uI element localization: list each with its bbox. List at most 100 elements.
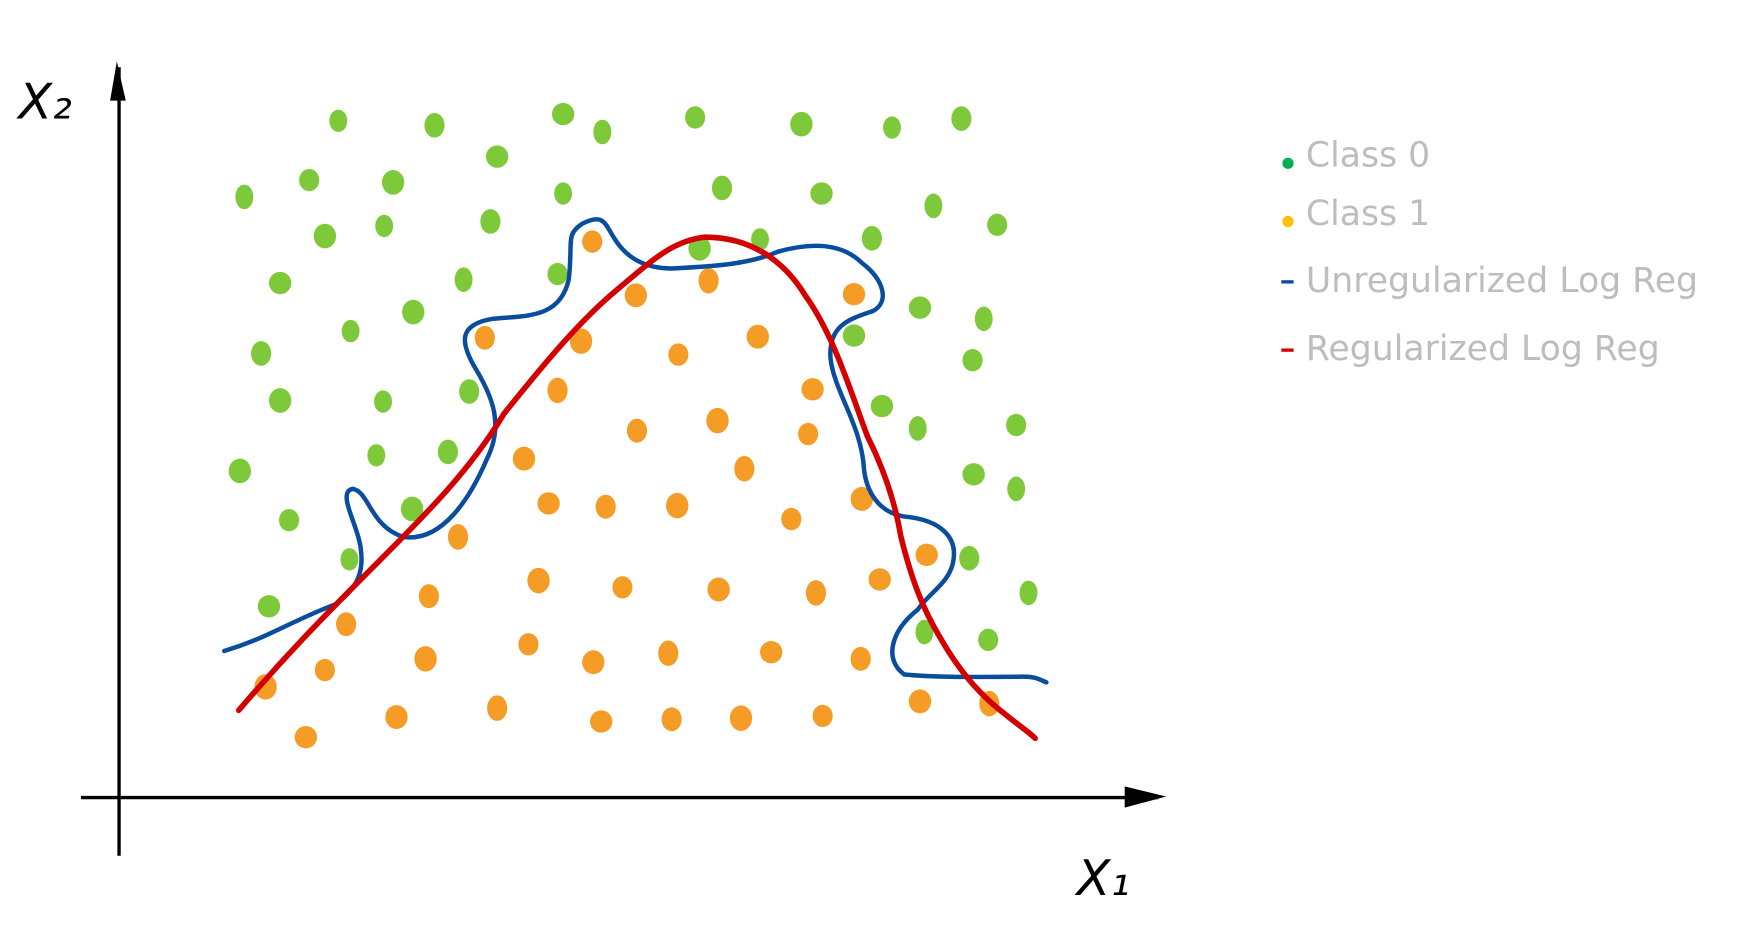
class-1-point: [518, 633, 539, 656]
legend: Class 0 Class 1 Unregularized Log Reg Regul…: [1281, 136, 1698, 369]
regularized-boundary: [235, 234, 1038, 742]
class-1-point: [487, 695, 508, 721]
class-0-point: [459, 379, 480, 404]
class-1-point: [589, 710, 613, 733]
class-1-point: [781, 507, 802, 531]
class-0-point: [235, 184, 254, 210]
class-0-point: [978, 628, 999, 652]
unregularized-boundary: [221, 217, 1049, 685]
class-0-point: [951, 106, 972, 131]
class-0-point: [257, 595, 281, 618]
class-0-point: [340, 548, 359, 571]
class-0-point: [228, 458, 252, 484]
legend-marker: [1282, 215, 1294, 228]
class-0-point: [842, 324, 866, 347]
class-1-point: [447, 524, 469, 550]
x-axis-label: X₁: [1074, 849, 1130, 907]
class-1-point: [418, 584, 439, 609]
class-0-point: [299, 168, 320, 192]
class-0-point: [688, 236, 711, 261]
class-0-point: [341, 319, 360, 343]
y-axis-label: X₂: [15, 73, 71, 131]
class-1-point: [547, 377, 568, 404]
class-0-point: [480, 209, 501, 234]
legend-label: Regularized Log Reg: [1306, 329, 1660, 369]
class-1-point: [626, 418, 648, 443]
class-0-point: [547, 262, 568, 286]
class-0-point: [861, 225, 882, 251]
class-1-point: [254, 674, 277, 700]
class-1-point: [569, 328, 593, 354]
class-1-point: [908, 689, 932, 714]
class-1-point: [798, 422, 819, 446]
class-0-point: [551, 102, 575, 126]
class-1-point: [624, 283, 648, 308]
class-0-point: [987, 213, 1008, 237]
class-1-point: [314, 658, 335, 682]
class-1-point: [512, 446, 536, 471]
class-0-point: [711, 175, 733, 201]
class-1-point: [707, 577, 730, 602]
class-0-point: [485, 145, 509, 168]
class-1-point: [746, 324, 769, 349]
class-1-point: [729, 705, 753, 731]
class-0-point: [367, 444, 386, 467]
class-0-point: [437, 439, 458, 465]
class-1-point: [734, 455, 755, 482]
class-0-point: [375, 214, 394, 238]
legend-label: Unregularized Log Reg: [1306, 261, 1698, 301]
class-0-point: [1006, 413, 1027, 437]
class-1-point: [760, 640, 783, 664]
class-0-point: [279, 508, 300, 532]
class-1-point: [850, 486, 873, 511]
y-axis-arrow: [110, 61, 126, 101]
class-0-point: [959, 545, 980, 571]
class-1-point: [801, 378, 824, 401]
class-0-point: [908, 296, 932, 319]
class-0-point: [883, 116, 901, 139]
class-0-point: [908, 416, 927, 441]
class-0-point: [593, 119, 612, 145]
class-0-point: [1007, 476, 1026, 502]
class-0-point: [962, 463, 985, 486]
class-1-point: [582, 230, 603, 253]
class-0-point: [915, 619, 934, 645]
class-1-point: [812, 704, 833, 728]
class-0-point: [870, 394, 894, 418]
class-0-point: [329, 109, 348, 132]
class-1-point: [842, 283, 866, 306]
class-0-point: [251, 341, 272, 366]
legend-label: Class 0: [1306, 136, 1430, 176]
class-0-point: [424, 112, 445, 138]
class-1-point: [805, 580, 827, 606]
class-1-point: [668, 343, 689, 366]
class-1-point: [666, 492, 689, 519]
class-0-point: [402, 299, 425, 325]
class-1-point: [868, 568, 891, 591]
class-1-point: [537, 492, 560, 515]
legend-marker: [1282, 157, 1294, 169]
class-0-point: [268, 271, 292, 295]
class-1-point: [612, 576, 633, 599]
class-1-point: [582, 650, 605, 675]
class-0-point: [790, 111, 813, 137]
class-1-point: [850, 646, 871, 671]
class-1-point: [706, 407, 729, 434]
class-1-point: [661, 707, 682, 732]
class-1-point: [698, 268, 719, 294]
class-0-point: [685, 106, 706, 129]
class-0-point: [962, 349, 983, 372]
class-0-point: [374, 390, 392, 413]
class-0-point: [268, 388, 292, 413]
legend-label: Class 1: [1306, 194, 1430, 234]
class-0-point: [974, 306, 993, 332]
class-1-point: [527, 567, 550, 594]
class-1-point: [336, 612, 357, 637]
class-1-point: [595, 494, 616, 519]
class-0-point: [454, 267, 473, 292]
class-0-point: [1019, 580, 1038, 606]
class-0-point: [751, 228, 769, 251]
class-0-point: [313, 223, 337, 249]
class-1-point: [294, 725, 318, 749]
